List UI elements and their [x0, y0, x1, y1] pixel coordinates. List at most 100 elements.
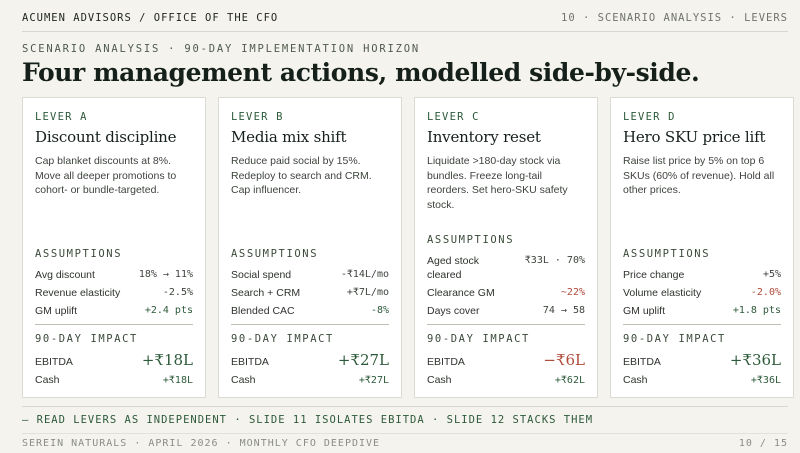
lever-card-d: LEVER D Hero SKU price lift Raise list p… — [610, 97, 794, 398]
ebitda-value: +₹36L — [729, 351, 781, 369]
assumption-value: 74 → 58 — [542, 305, 585, 316]
footer-meta: SEREIN NATURALS · APRIL 2026 · MONTHLY C… — [22, 438, 381, 449]
assumption-value: -2.5% — [162, 287, 193, 298]
lever-card-c: LEVER C Inventory reset Liquidate >180-d… — [414, 97, 598, 398]
impact-section: 90-DAY IMPACT EBITDA −₹6L Cash +₹62L — [427, 324, 585, 386]
assumption-row: Volume elasticity -2.0% — [623, 284, 781, 302]
ebitda-row: EBITDA +₹36L — [623, 351, 781, 369]
cash-label: Cash — [35, 374, 60, 386]
ebitda-value: −₹6L — [543, 351, 585, 369]
assumption-label: GM uplift — [35, 305, 78, 317]
assumption-label: Aged stock cleared — [427, 255, 479, 281]
assumption-row: GM uplift +2.4 pts — [35, 302, 193, 320]
impact-label: 90-DAY IMPACT — [427, 333, 530, 345]
ebitda-label: EBITDA — [623, 356, 661, 368]
footer: SEREIN NATURALS · APRIL 2026 · MONTHLY C… — [22, 438, 788, 449]
assumptions-section: ASSUMPTIONS Social spend -₹14L/mo Search… — [231, 248, 389, 320]
lever-title: Media mix shift — [231, 128, 347, 146]
impact-section: 90-DAY IMPACT EBITDA +₹27L Cash +₹27L — [231, 324, 389, 386]
top-bar: ACUMEN ADVISORS / OFFICE OF THE CFO 10 ·… — [22, 10, 788, 26]
assumption-value: 18% → 11% — [138, 269, 193, 280]
lever-card-b: LEVER B Media mix shift Reduce paid soci… — [218, 97, 402, 398]
assumption-value: -2.0% — [750, 287, 781, 298]
assumption-label: Social spend — [231, 269, 292, 281]
ebitda-label: EBITDA — [35, 356, 73, 368]
assumption-value: +1.8 pts — [732, 305, 781, 316]
ebitda-value: +₹18L — [141, 351, 193, 369]
impact-section: 90-DAY IMPACT EBITDA +₹18L Cash +₹18L — [35, 324, 193, 386]
assumption-value: -₹14L/mo — [340, 269, 389, 280]
cash-label: Cash — [231, 374, 256, 386]
lever-tag: LEVER C — [427, 111, 480, 123]
top-divider — [22, 31, 788, 32]
assumptions-section: ASSUMPTIONS Aged stock cleared ₹33L · 70… — [427, 234, 585, 320]
assumption-label: Clearance GM — [427, 287, 495, 299]
assumption-label: Search + CRM — [231, 287, 301, 299]
impact-section: 90-DAY IMPACT EBITDA +₹36L Cash +₹36L — [623, 324, 781, 386]
cash-value: +₹27L — [358, 375, 389, 386]
assumption-label: Volume elasticity — [623, 287, 702, 299]
lever-tag: LEVER B — [231, 111, 284, 123]
note-divider — [22, 406, 788, 407]
lever-tag: LEVER D — [623, 111, 676, 123]
lever-title: Hero SKU price lift — [623, 128, 766, 146]
page-number: 10 / 15 — [738, 438, 788, 449]
cash-row: Cash +₹62L — [427, 374, 585, 386]
assumption-value: +2.4 pts — [144, 305, 193, 316]
lever-card-a: LEVER A Discount discipline Cap blanket … — [22, 97, 206, 398]
lever-title: Discount discipline — [35, 128, 177, 146]
impact-label: 90-DAY IMPACT — [35, 333, 138, 345]
reading-note: — READ LEVERS AS INDEPENDENT · SLIDE 11 … — [22, 414, 594, 426]
lever-description: Cap blanket discounts at 8%. Move all de… — [35, 155, 177, 196]
ebitda-row: EBITDA +₹18L — [35, 351, 193, 369]
assumptions-section: ASSUMPTIONS Price change +5% Volume elas… — [623, 248, 781, 320]
assumption-label: Revenue elasticity — [35, 287, 121, 299]
cash-row: Cash +₹27L — [231, 374, 389, 386]
assumption-row: Revenue elasticity -2.5% — [35, 284, 193, 302]
assumption-value: ~22% — [560, 287, 585, 298]
page-title: Four management actions, modelled side-b… — [22, 58, 700, 87]
assumption-label: Price change — [623, 269, 685, 281]
cash-row: Cash +₹18L — [35, 374, 193, 386]
cash-row: Cash +₹36L — [623, 374, 781, 386]
assumptions-label: ASSUMPTIONS — [427, 234, 515, 246]
assumption-value: -8% — [370, 305, 389, 316]
ebitda-row: EBITDA −₹6L — [427, 351, 585, 369]
assumptions-label: ASSUMPTIONS — [231, 248, 319, 260]
section-kicker: SCENARIO ANALYSIS · 90-DAY IMPLEMENTATIO… — [22, 43, 420, 55]
assumption-label: Avg discount — [35, 269, 95, 281]
assumption-value: ₹33L · 70% — [524, 255, 585, 266]
assumption-label: Blended CAC — [231, 305, 295, 317]
assumption-row: Search + CRM +₹7L/mo — [231, 284, 389, 302]
impact-label: 90-DAY IMPACT — [623, 333, 726, 345]
ebitda-value: +₹27L — [337, 351, 389, 369]
cash-label: Cash — [623, 374, 648, 386]
assumption-row: GM uplift +1.8 pts — [623, 302, 781, 320]
lever-description: Liquidate >180-day stock via bundles. Fr… — [427, 155, 568, 211]
lever-tag: LEVER A — [35, 111, 88, 123]
assumption-row: Avg discount 18% → 11% — [35, 266, 193, 284]
impact-label: 90-DAY IMPACT — [231, 333, 334, 345]
lever-description: Reduce paid social by 15%. Redeploy to s… — [231, 155, 372, 196]
firm-brand: ACUMEN ADVISORS / OFFICE OF THE CFO — [22, 12, 279, 24]
assumptions-label: ASSUMPTIONS — [623, 248, 711, 260]
assumption-row: Days cover 74 → 58 — [427, 302, 585, 320]
lever-title: Inventory reset — [427, 128, 541, 146]
assumption-row: Aged stock cleared ₹33L · 70% — [427, 252, 585, 284]
assumption-label: GM uplift — [623, 305, 666, 317]
assumption-value: +₹7L/mo — [346, 287, 389, 298]
assumption-row: Clearance GM ~22% — [427, 284, 585, 302]
assumption-value: +5% — [762, 269, 781, 280]
footer-divider — [22, 433, 788, 434]
breadcrumb: 10 · SCENARIO ANALYSIS · LEVERS — [561, 12, 788, 24]
assumption-row: Social spend -₹14L/mo — [231, 266, 389, 284]
assumption-label: Days cover — [427, 305, 480, 317]
assumption-row: Blended CAC -8% — [231, 302, 389, 320]
lever-cards: LEVER A Discount discipline Cap blanket … — [22, 97, 794, 398]
assumption-row: Price change +5% — [623, 266, 781, 284]
ebitda-row: EBITDA +₹27L — [231, 351, 389, 369]
cash-value: +₹36L — [750, 375, 781, 386]
lever-description: Raise list price by 5% on top 6 SKUs (60… — [623, 155, 775, 196]
ebitda-label: EBITDA — [427, 356, 465, 368]
assumptions-section: ASSUMPTIONS Avg discount 18% → 11% Reven… — [35, 248, 193, 320]
